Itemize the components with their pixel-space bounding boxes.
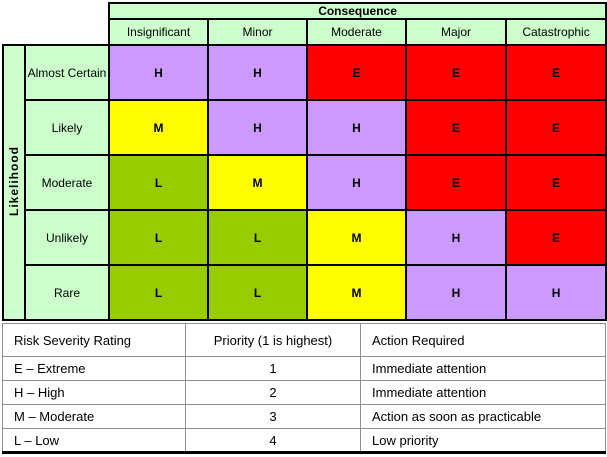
likelihood-title: Likelihood [2,44,26,321]
risk-cell: H [306,154,407,211]
risk-cell: E [504,209,607,266]
matrix-row: Unlikely L L M H E [3,209,607,266]
legend-priority: 2 [185,380,361,405]
legend-row: H – High 2 Immediate attention [2,380,606,405]
matrix-row: Rare L L M H H [3,264,607,321]
legend-rating: H – High [2,380,186,405]
legend-action: Action as soon as practicable [360,404,606,429]
risk-cell: M [306,209,407,266]
matrix-corner-spacer [3,3,109,45]
risk-cell: H [306,99,407,156]
matrix-row: Moderate L M H E E [3,154,607,211]
risk-cell: E [504,44,607,101]
legend-action: Immediate attention [360,356,606,381]
likelihood-level-header: Likely [24,99,110,156]
risk-cell: L [108,209,209,266]
risk-cell: E [405,99,507,156]
legend-row: M – Moderate 3 Action as soon as practic… [2,404,606,429]
legend-action: Low priority [360,428,606,453]
risk-cell: E [405,154,507,211]
consequence-level-header: Major [405,18,507,46]
legend-row: L – Low 4 Low priority [2,428,606,453]
matrix-row: Likelihood Almost Certain H H E E E [2,44,607,321]
consequence-level-header: Insignificant [108,18,209,46]
risk-cell: L [207,209,308,266]
risk-cell: L [108,264,209,321]
legend-header-priority: Priority (1 is highest) [185,323,361,357]
likelihood-level-header: Almost Certain [24,44,110,101]
legend-action: Immediate attention [360,380,606,405]
legend-header-rating: Risk Severity Rating [2,323,186,357]
legend-rating: L – Low [2,428,186,453]
consequence-level-header: Moderate [306,18,407,46]
consequence-levels-row: Insignificant Minor Moderate Major Catas… [3,18,607,46]
risk-cell: M [306,264,407,321]
risk-cell: M [207,154,308,211]
legend-priority: 3 [185,404,361,429]
consequence-level-header: Catastrophic [504,18,607,46]
legend-priority: 4 [185,428,361,453]
likelihood-title-text: Likelihood [7,146,21,216]
risk-cell: L [207,264,308,321]
legend-rating: E – Extreme [2,356,186,381]
risk-cell: H [504,264,607,321]
likelihood-level-header: Moderate [24,154,110,211]
risk-cell: H [207,44,308,101]
risk-cell: H [207,99,308,156]
likelihood-level-header: Unlikely [24,209,110,266]
legend-rating: M – Moderate [2,404,186,429]
consequence-title: Consequence [107,2,607,20]
consequence-title-row: Consequence [3,2,607,45]
legend-header-action: Action Required [360,323,606,357]
risk-cell: H [405,209,507,266]
risk-severity-legend-table: Risk Severity Rating Priority (1 is high… [2,323,606,454]
likelihood-level-header: Rare [24,264,110,321]
risk-matrix: Consequence Insignificant Minor Moderate… [2,2,607,321]
risk-cell: M [108,99,209,156]
legend-row: E – Extreme 1 Immediate attention [2,356,606,381]
risk-cell: E [504,154,607,211]
risk-cell: L [108,154,209,211]
consequence-level-header: Minor [207,18,308,46]
risk-cell: H [405,264,507,321]
risk-cell: E [405,44,507,101]
risk-cell: E [306,44,407,101]
risk-cell: H [108,44,209,101]
risk-cell: E [504,99,607,156]
matrix-row: Likely M H H E E [3,99,607,156]
legend-header-row: Risk Severity Rating Priority (1 is high… [2,323,606,357]
legend-priority: 1 [185,356,361,381]
